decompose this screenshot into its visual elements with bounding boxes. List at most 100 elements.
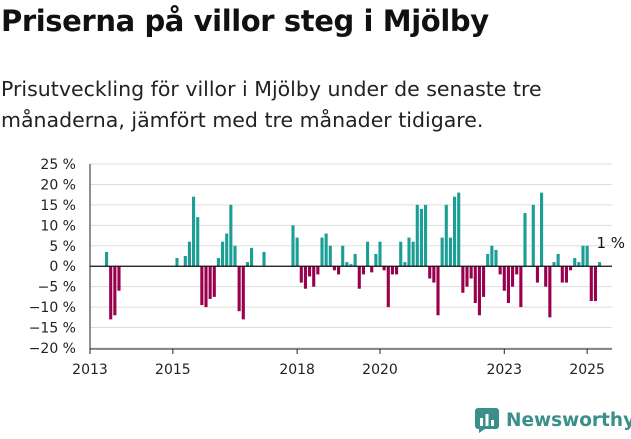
bar [216, 258, 220, 267]
x-tick-label: 2020 [362, 362, 398, 378]
bar [506, 266, 510, 304]
bar [370, 266, 374, 273]
bar [515, 266, 519, 275]
bar [432, 266, 436, 283]
bar [482, 266, 486, 297]
bar [564, 266, 568, 283]
bar [361, 266, 365, 275]
bar [225, 233, 229, 267]
bar [316, 266, 320, 275]
y-tick-label: −10 % [29, 300, 76, 316]
bar [589, 266, 593, 301]
bar [523, 213, 527, 267]
bar [552, 262, 556, 267]
bar [540, 192, 544, 267]
bar [473, 266, 477, 304]
bar [117, 266, 121, 291]
page-title: Priserna på villor steg i Mjölby [1, 4, 489, 38]
bar [341, 245, 345, 267]
bar [535, 266, 539, 283]
y-tick-label: 15 % [40, 198, 76, 214]
bar [581, 245, 585, 267]
bar [428, 266, 432, 279]
bar [262, 251, 266, 267]
bar [200, 266, 204, 306]
bar [312, 266, 316, 287]
bar [519, 266, 523, 308]
bar [390, 266, 394, 275]
bar [109, 266, 113, 320]
bar [403, 262, 407, 267]
bar [175, 258, 179, 267]
bar [192, 196, 196, 267]
bar [511, 266, 515, 287]
x-tick-label: 2015 [155, 362, 191, 378]
bar [544, 266, 548, 287]
bar [411, 241, 415, 267]
x-axis-labels: 2013 2015 2018 2020 2023 2025 [72, 362, 605, 378]
bar [349, 264, 353, 267]
bar [573, 258, 577, 267]
chart-axes [89, 164, 612, 354]
bar [250, 247, 254, 267]
y-tick-label: 25 % [40, 157, 76, 173]
bar [415, 204, 419, 267]
y-tick-label: 20 % [40, 177, 76, 193]
bar [324, 233, 328, 267]
bar [585, 245, 589, 267]
bar [295, 237, 299, 267]
bar [490, 245, 494, 267]
bar [444, 204, 448, 267]
bar [598, 262, 602, 267]
bar [332, 266, 336, 271]
bar [378, 241, 382, 267]
bar-series [105, 192, 602, 320]
bar [498, 266, 502, 275]
bar [237, 266, 241, 312]
bar [337, 266, 341, 275]
bar [457, 192, 461, 267]
bar [328, 245, 332, 267]
bar [461, 266, 465, 293]
bar [436, 266, 440, 316]
bar [208, 266, 212, 299]
y-tick-label: 0 % [49, 259, 76, 275]
bar [494, 249, 498, 267]
bar [531, 204, 535, 267]
bar [291, 225, 295, 267]
bar [399, 241, 403, 267]
bar [105, 251, 109, 267]
bar [245, 262, 249, 267]
bar [469, 266, 473, 279]
bar [320, 237, 324, 267]
bar [448, 237, 452, 267]
bar [374, 253, 378, 267]
bar [569, 266, 573, 271]
page-subtitle: Prisutveckling för villor i Mjölby under… [1, 77, 542, 132]
bar [577, 262, 581, 267]
bar [382, 266, 386, 271]
bar [593, 266, 597, 301]
x-tick-label: 2018 [279, 362, 315, 378]
bar [453, 196, 457, 267]
bar [345, 262, 349, 267]
bar [366, 241, 370, 267]
x-tick-label: 2013 [72, 362, 108, 378]
bar [386, 266, 390, 308]
y-axis-labels: −20 % −15 % −10 % −5 % 0 % 5 % 10 % 15 % 20 % 25 … [29, 157, 76, 357]
bar [183, 256, 187, 267]
brand-name: Newsworthy [506, 409, 631, 431]
y-tick-label: 10 % [40, 218, 76, 234]
y-tick-label: −20 % [29, 341, 76, 357]
y-tick-label: −15 % [29, 321, 76, 337]
bar [477, 266, 481, 316]
bar [560, 266, 564, 283]
bar [196, 217, 200, 267]
bar [204, 266, 208, 308]
newsworthy-icon [475, 408, 499, 433]
bar [241, 266, 245, 320]
bar [556, 253, 560, 267]
brand-logo: Newsworthy [474, 407, 631, 433]
bar [486, 253, 490, 267]
